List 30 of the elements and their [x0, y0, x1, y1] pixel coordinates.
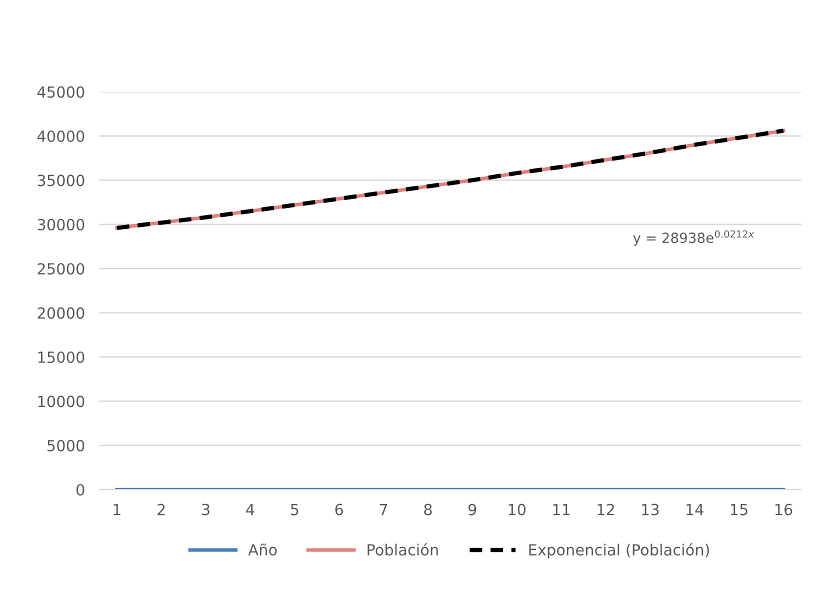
x-tick-label: 13 — [642, 504, 659, 516]
x-tick-label: 5 — [290, 504, 298, 516]
y-tick-label: 20000 — [38, 307, 84, 319]
x-tick-label: 8 — [424, 504, 432, 516]
y-tick-label: 45000 — [37, 86, 84, 98]
x-tick-label: 4 — [246, 504, 254, 516]
annotation: y = 28938e$^{0.0212x}$ — [633, 230, 754, 246]
x-tick-label: 11 — [553, 504, 570, 516]
x-tick-label: 7 — [380, 504, 388, 516]
y-tick-label: 10000 — [38, 396, 84, 408]
y-tick-label: 40000 — [37, 130, 84, 142]
x-tick-label: 10 — [508, 504, 526, 516]
x-tick-label: 3 — [202, 504, 210, 516]
y-tick-label: 0 — [76, 484, 84, 496]
legend-label: Población — [368, 543, 438, 556]
x-tick-label: 6 — [335, 504, 343, 516]
x-tick-label: 12 — [598, 504, 614, 516]
x-tick-label: 9 — [468, 504, 476, 516]
y-tick-label: 30000 — [38, 218, 84, 230]
x-tick-label: 15 — [730, 504, 748, 516]
x-tick-label: 14 — [686, 504, 704, 516]
legend-label: Año — [248, 543, 277, 556]
legend-label: Exponencial (Población) — [529, 543, 709, 559]
x-tick-label: 1 — [114, 504, 120, 516]
y-tick-label: 15000 — [38, 351, 84, 364]
y-tick-label: 5000 — [48, 440, 84, 452]
y-tick-label: 35000 — [38, 174, 84, 186]
y-tick-label: 25000 — [38, 263, 84, 275]
x-tick-label: 2 — [158, 504, 165, 516]
x-tick-label: 16 — [775, 504, 792, 516]
